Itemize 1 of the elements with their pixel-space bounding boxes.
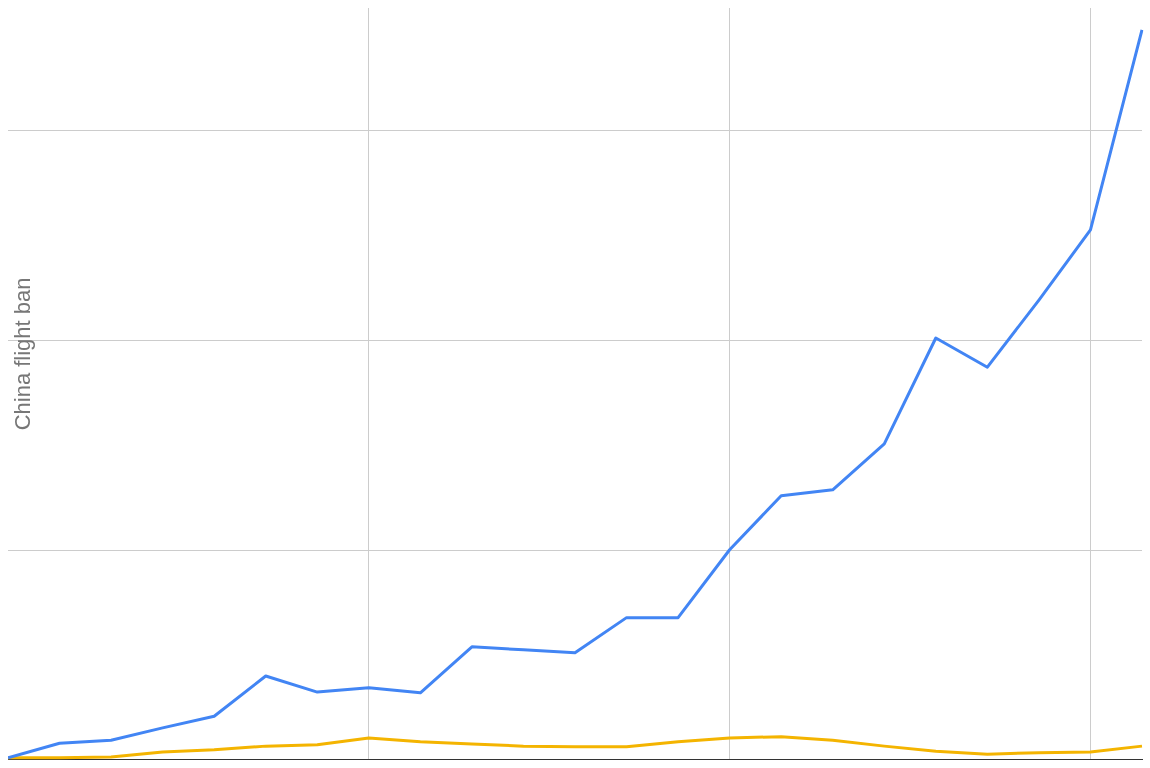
annotation: China flight ban (10, 277, 36, 431)
